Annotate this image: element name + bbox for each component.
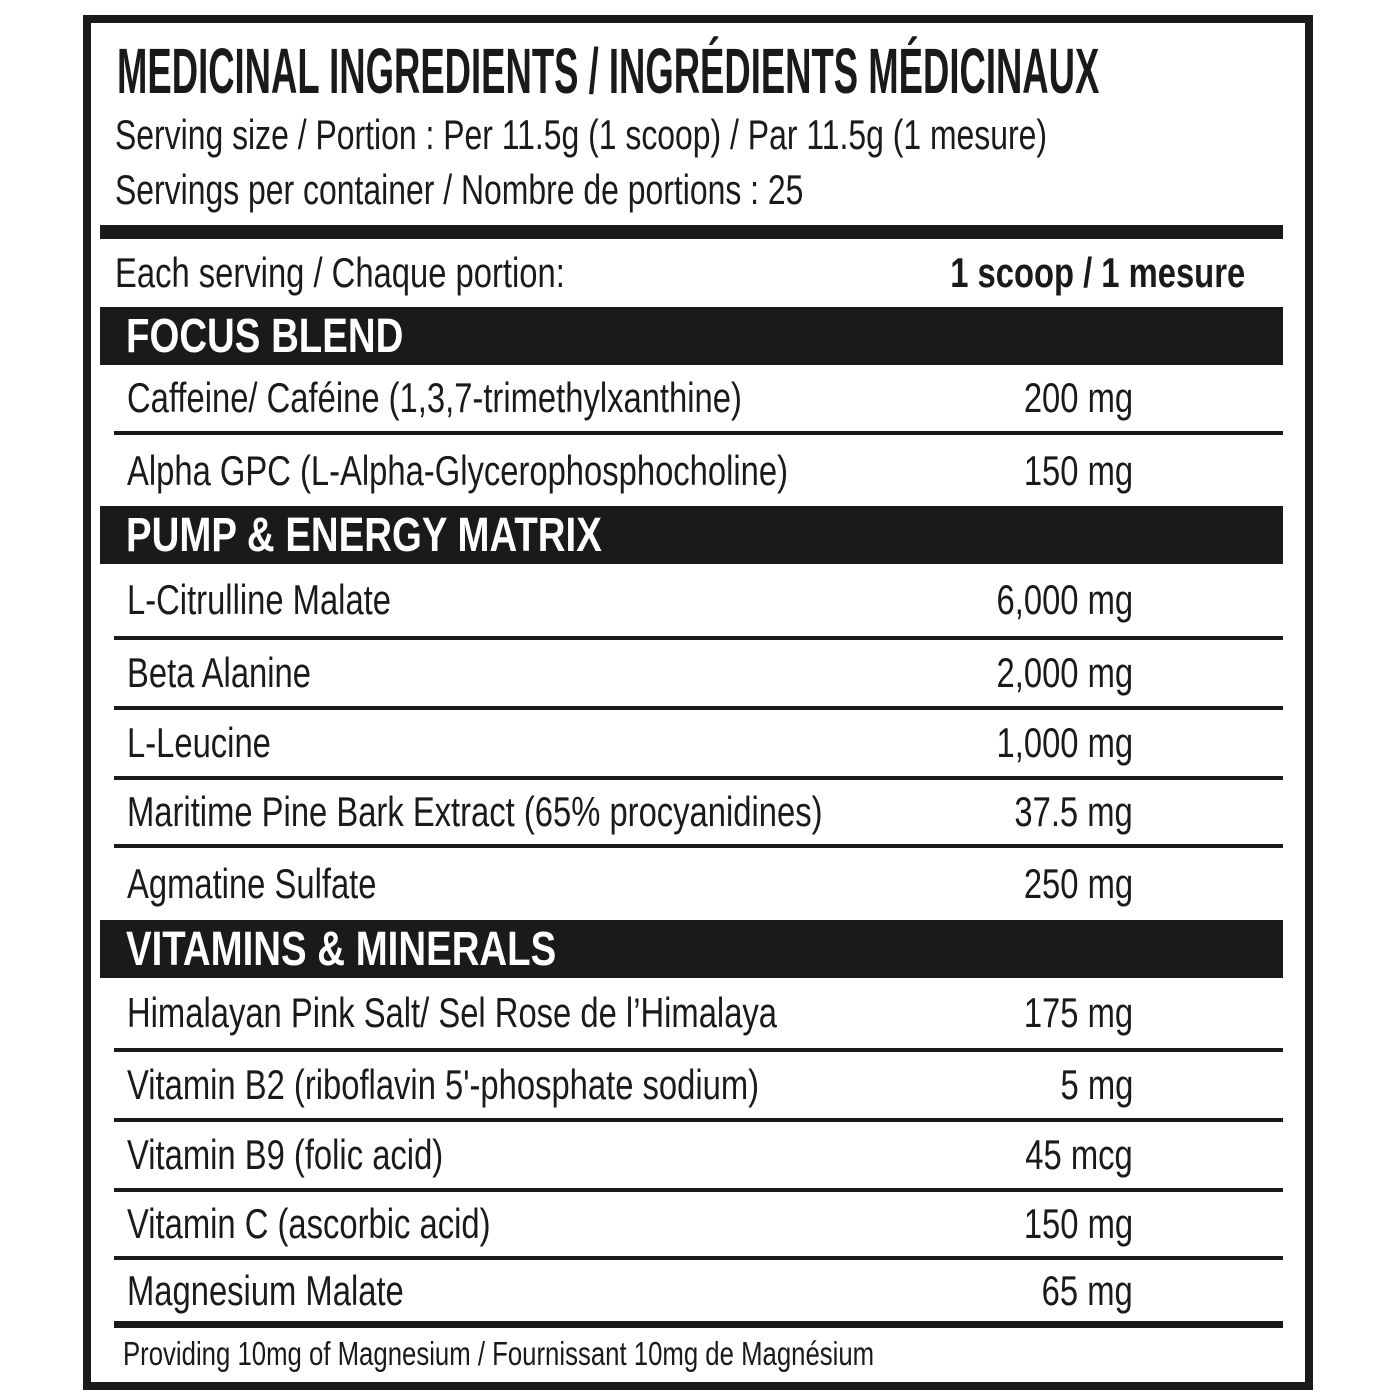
- ingredient-name: Caffeine/ Caféine (1,3,7-trimethylxanthi…: [127, 374, 742, 421]
- ingredient-amount: 45 mcg: [1025, 1131, 1133, 1178]
- ingredient-name: L-Leucine: [127, 719, 271, 766]
- servings-per-container-line: Servings per container / Nombre de porti…: [115, 166, 804, 213]
- ingredient-amount: 200 mg: [1023, 374, 1133, 421]
- supplement-facts-panel: MEDICINAL INGREDIENTS / INGRÉDIENTS MÉDI…: [83, 15, 1313, 1390]
- ingredient-row: Caffeine/ Caféine (1,3,7-trimethylxanthi…: [114, 365, 1283, 435]
- ingredient-amount: 5 mg: [1060, 1061, 1133, 1108]
- ingredient-row: Magnesium Malate 65 mg: [114, 1260, 1283, 1328]
- ingredient-name: Vitamin B9 (folic acid): [127, 1131, 444, 1178]
- each-serving-row: Each serving / Chaque portion: 1 scoop /…: [91, 239, 1305, 307]
- each-serving-value: 1 scoop / 1 mesure: [950, 249, 1245, 296]
- ingredient-row: Vitamin C (ascorbic acid) 150 mg: [114, 1192, 1283, 1260]
- ingredient-row: Vitamin B9 (folic acid) 45 mcg: [114, 1122, 1283, 1192]
- ingredient-row: Alpha GPC (L-Alpha-Glycerophosphocholine…: [114, 435, 1283, 506]
- ingredient-row: Agmatine Sulfate 250 mg: [114, 848, 1283, 920]
- ingredient-name: L-Citrulline Malate: [127, 576, 392, 623]
- ingredient-name: Beta Alanine: [127, 649, 311, 696]
- ingredient-name: Vitamin C (ascorbic acid): [127, 1200, 491, 1247]
- thick-divider: [100, 225, 1283, 239]
- ingredient-row: Beta Alanine 2,000 mg: [114, 640, 1283, 710]
- panel-title: MEDICINAL INGREDIENTS / INGRÉDIENTS MÉDI…: [117, 39, 1305, 103]
- ingredient-name: Vitamin B2 (riboflavin 5'-phosphate sodi…: [127, 1061, 760, 1108]
- ingredient-row: Himalayan Pink Salt/ Sel Rose de l’Himal…: [114, 978, 1283, 1052]
- each-serving-label: Each serving / Chaque portion:: [115, 249, 565, 296]
- ingredient-amount: 1,000 mg: [996, 719, 1133, 766]
- ingredient-amount: 150 mg: [1023, 1200, 1133, 1247]
- ingredient-name: Alpha GPC (L-Alpha-Glycerophosphocholine…: [127, 446, 789, 494]
- ingredient-row: Vitamin B2 (riboflavin 5'-phosphate sodi…: [114, 1052, 1283, 1122]
- ingredient-row: L-Citrulline Malate 6,000 mg: [114, 564, 1283, 640]
- ingredient-row: L-Leucine 1,000 mg: [114, 710, 1283, 780]
- ingredient-row: Maritime Pine Bark Extract (65% procyani…: [114, 780, 1283, 848]
- ingredient-name: Agmatine Sulfate: [127, 860, 377, 907]
- ingredient-amount: 150 mg: [1023, 446, 1133, 494]
- ingredient-name: Himalayan Pink Salt/ Sel Rose de l’Himal…: [127, 989, 778, 1036]
- section-header-vitamins-minerals: VITAMINS & MINERALS: [100, 920, 1283, 978]
- section-header-pump-energy-matrix: PUMP & ENERGY MATRIX: [100, 506, 1283, 564]
- ingredient-amount: 6,000 mg: [996, 576, 1133, 623]
- serving-size-line: Serving size / Portion : Per 11.5g (1 sc…: [115, 111, 1048, 158]
- section-header-focus-blend: FOCUS BLEND: [100, 307, 1283, 365]
- ingredient-amount: 37.5 mg: [1014, 788, 1133, 835]
- ingredient-amount: 175 mg: [1023, 989, 1133, 1036]
- ingredient-name: Maritime Pine Bark Extract (65% procyani…: [127, 788, 823, 835]
- magnesium-footnote: Providing 10mg of Magnesium / Fournissan…: [123, 1335, 875, 1372]
- ingredient-amount: 250 mg: [1023, 860, 1133, 907]
- ingredient-name: Magnesium Malate: [127, 1266, 404, 1314]
- panel-title-text: MEDICINAL INGREDIENTS / INGRÉDIENTS MÉDI…: [117, 35, 1100, 107]
- ingredient-amount: 65 mg: [1041, 1266, 1133, 1314]
- ingredient-amount: 2,000 mg: [996, 649, 1133, 696]
